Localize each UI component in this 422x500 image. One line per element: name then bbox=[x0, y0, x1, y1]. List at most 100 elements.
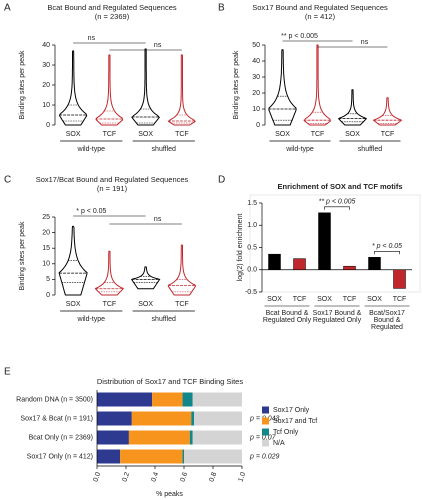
bar-segment bbox=[182, 392, 193, 407]
bar bbox=[318, 212, 331, 270]
y-tick-label: 1.0 bbox=[247, 222, 257, 229]
x-tick-label: TCF bbox=[103, 131, 117, 138]
x-axis-label: % peaks bbox=[156, 491, 183, 498]
y-tick-label: 10 bbox=[252, 106, 260, 113]
y-tick-label: 50 bbox=[252, 42, 260, 49]
group-label: Regulated Only bbox=[313, 317, 362, 324]
bar bbox=[393, 269, 406, 289]
x-tick-label: TCF bbox=[311, 131, 325, 138]
y-tick-label: Sox17 Only (n = 412) bbox=[27, 453, 93, 460]
significance-label: ns bbox=[88, 35, 96, 42]
bar-segment bbox=[189, 430, 193, 445]
bar-segment bbox=[192, 430, 242, 445]
violin bbox=[337, 89, 368, 126]
x-tick-label: SOX bbox=[138, 301, 153, 308]
violin bbox=[167, 244, 197, 296]
x-tick-label: SOX bbox=[138, 131, 153, 138]
x-tick-label: TCF bbox=[293, 296, 307, 303]
chart-title: Enrichment of SOX and TCF motifs bbox=[277, 182, 402, 191]
y-axis-label: log(2) fold enrichment bbox=[237, 214, 244, 282]
significance-label: * p < 0.05 bbox=[372, 243, 402, 250]
significance-bracket bbox=[324, 206, 350, 210]
y-tick-label: Bcat Only (n = 2369) bbox=[29, 434, 93, 441]
significance-label: ns bbox=[361, 39, 369, 46]
y-tick-label: 0.0 bbox=[247, 267, 257, 274]
bar-segment bbox=[97, 430, 129, 445]
x-tick-label: SOX bbox=[345, 131, 360, 138]
violin bbox=[372, 97, 403, 126]
chart-title: Sox17/Bcat Bound and Regulated Sequences bbox=[36, 175, 189, 184]
y-tick-label: 15 bbox=[42, 245, 50, 252]
x-tick-label: TCF bbox=[175, 301, 189, 308]
y-tick-label: 0 bbox=[256, 122, 260, 129]
panel-label: A bbox=[4, 3, 11, 14]
y-tick-label: Random DNA (n = 3500) bbox=[16, 396, 93, 403]
legend-label: Sox17 Only bbox=[273, 407, 310, 414]
significance-bracket bbox=[374, 250, 400, 255]
x-tick-label: TCF bbox=[393, 296, 407, 303]
bar-segment bbox=[97, 411, 132, 426]
violin bbox=[131, 48, 160, 126]
y-tick-label: 25 bbox=[42, 214, 50, 221]
y-axis-label: Binding sites per peak bbox=[19, 50, 26, 119]
legend-swatch bbox=[262, 439, 269, 447]
x-tick-label: 0.2 bbox=[121, 471, 131, 483]
y-tick-label: 20 bbox=[42, 82, 50, 89]
y-tick-label: 40 bbox=[42, 42, 50, 49]
group-label: Bound & bbox=[374, 317, 401, 324]
group-label: Regulated bbox=[371, 324, 403, 331]
legend-swatch bbox=[262, 406, 269, 414]
chart-subtitle: (n = 191) bbox=[97, 184, 128, 193]
x-tick-label: 0.0 bbox=[92, 471, 102, 483]
significance-label: ** p < 0.005 bbox=[319, 199, 356, 206]
bar-segment bbox=[152, 392, 183, 407]
group-label: wild-type bbox=[76, 146, 105, 153]
p-value: p = 0.029 bbox=[249, 453, 279, 460]
x-tick-label: TCF bbox=[175, 131, 189, 138]
group-label: Bcat/Sox17 bbox=[369, 310, 405, 317]
legend-swatch bbox=[262, 417, 269, 425]
y-axis-label: Binding sites per peak bbox=[233, 50, 240, 119]
x-tick-label: SOX bbox=[66, 131, 81, 138]
x-tick-label: 0.6 bbox=[179, 471, 189, 483]
legend-label: Sox17 and Tcf bbox=[273, 418, 317, 425]
group-label: Bcat Bound & bbox=[266, 310, 309, 317]
bar-segment bbox=[192, 392, 242, 407]
chart-title: Sox17 Bound and Regulated Sequences bbox=[252, 3, 388, 12]
legend-label: N/A bbox=[273, 440, 285, 447]
x-tick-label: TCF bbox=[381, 131, 395, 138]
y-tick-label: -0.5 bbox=[245, 289, 257, 296]
bar-segment bbox=[191, 411, 195, 426]
violin bbox=[167, 54, 196, 126]
y-tick-label: 40 bbox=[252, 58, 260, 65]
y-tick-label: 5 bbox=[46, 276, 50, 283]
y-axis-label: Binding sites per peak bbox=[19, 221, 26, 290]
bar-segment bbox=[120, 449, 183, 464]
significance-label: ns bbox=[154, 216, 162, 223]
group-label: wild-type bbox=[285, 146, 314, 153]
chart-subtitle: (n = 412) bbox=[305, 12, 336, 21]
bar-segment bbox=[184, 449, 242, 464]
group-label: shuffled bbox=[152, 146, 176, 153]
y-tick-label: 0.5 bbox=[247, 244, 257, 251]
significance-label: * p < 0.05 bbox=[76, 208, 106, 215]
bar bbox=[293, 258, 306, 270]
violin bbox=[268, 49, 297, 126]
legend-swatch bbox=[262, 428, 269, 436]
group-label: Regulated Only bbox=[263, 317, 312, 324]
bar-segment bbox=[131, 411, 192, 426]
chart-title: Bcat Bound and Regulated Sequences bbox=[47, 3, 177, 12]
p-value: p = 0.07 bbox=[249, 434, 277, 441]
bar bbox=[368, 257, 381, 271]
y-tick-label: 20 bbox=[42, 229, 50, 236]
x-tick-label: SOX bbox=[317, 296, 332, 303]
legend-label: Tcf Only bbox=[273, 429, 299, 436]
violin bbox=[130, 266, 161, 290]
bar bbox=[268, 253, 281, 271]
group-label: Sox17 Bound & bbox=[313, 310, 362, 317]
y-tick-label: 30 bbox=[252, 74, 260, 81]
y-tick-label: 10 bbox=[42, 102, 50, 109]
group-label: wild-type bbox=[76, 316, 105, 323]
bar-segment bbox=[97, 392, 153, 407]
y-tick-label: 10 bbox=[42, 261, 50, 268]
